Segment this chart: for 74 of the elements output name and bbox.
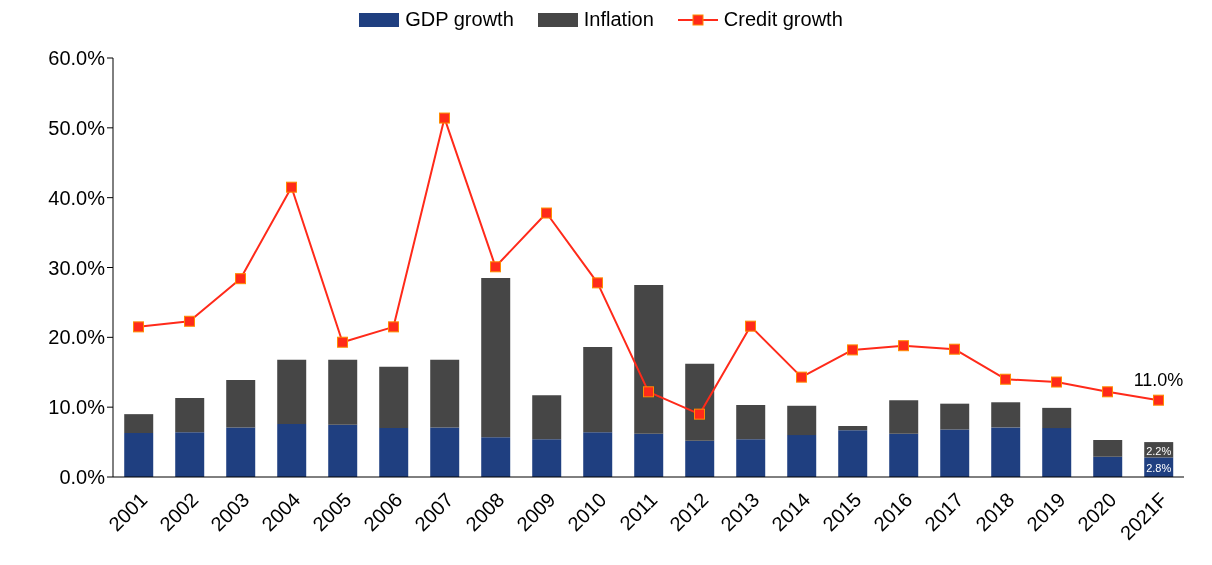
point	[337, 336, 348, 348]
y-tick-label: 60.0%	[48, 47, 106, 70]
point	[898, 340, 909, 352]
bar	[379, 428, 409, 477]
bar	[991, 427, 1021, 477]
bar	[1042, 428, 1072, 477]
data-label: 2.2%	[1146, 444, 1172, 457]
legend-label: Credit growth	[722, 8, 843, 31]
bar	[940, 403, 970, 430]
bar	[685, 440, 715, 477]
bar	[1093, 456, 1123, 477]
bar	[685, 363, 715, 441]
bar	[430, 359, 460, 428]
bar	[787, 435, 817, 477]
bar	[226, 427, 256, 477]
point	[592, 277, 603, 289]
bar	[634, 433, 664, 477]
point	[490, 261, 501, 273]
point	[541, 207, 552, 219]
bar	[736, 439, 766, 477]
y-tick-label: 30.0%	[48, 256, 106, 279]
y-tick-label: 10.0%	[48, 396, 106, 419]
bar	[940, 429, 970, 477]
bar	[481, 437, 511, 477]
bar	[226, 379, 256, 428]
bar	[583, 432, 613, 477]
legend-label: Inflation	[582, 8, 654, 31]
bar	[328, 359, 358, 425]
bar	[328, 424, 358, 477]
point	[388, 321, 399, 333]
legend-label: GDP growth	[404, 8, 514, 31]
bar	[124, 433, 154, 477]
point	[439, 112, 450, 124]
bar	[889, 400, 919, 434]
bar	[277, 359, 307, 424]
point	[847, 344, 858, 356]
y-tick-label: 50.0%	[48, 116, 106, 139]
point	[745, 320, 756, 332]
data-label: 11.0%	[1133, 370, 1184, 391]
point	[1051, 376, 1062, 388]
bar	[838, 426, 868, 431]
bar	[787, 405, 817, 436]
point	[133, 321, 144, 333]
bar	[277, 423, 307, 477]
bar	[736, 405, 766, 440]
point	[1000, 373, 1011, 385]
bar	[175, 432, 205, 477]
bar	[583, 347, 613, 433]
bar	[481, 277, 511, 438]
y-tick-label: 0.0%	[59, 466, 106, 489]
point	[949, 343, 960, 355]
data-label: 2.8%	[1146, 462, 1172, 475]
point	[235, 273, 246, 285]
bar	[379, 366, 409, 429]
point	[796, 371, 807, 383]
point	[643, 386, 654, 398]
y-tick-label: 40.0%	[48, 186, 106, 209]
bar	[430, 427, 460, 477]
bar	[175, 398, 205, 433]
bar	[838, 430, 868, 477]
bar	[1093, 439, 1123, 457]
bar	[1042, 407, 1072, 429]
bar	[532, 439, 562, 477]
y-tick-label: 20.0%	[48, 326, 106, 349]
bar	[889, 433, 919, 477]
point	[184, 315, 195, 327]
point	[1153, 394, 1164, 406]
bar	[124, 414, 154, 434]
bar	[991, 402, 1021, 428]
point	[286, 181, 297, 193]
point	[1102, 386, 1113, 398]
point	[694, 408, 705, 420]
bar	[532, 395, 562, 440]
bar	[634, 284, 664, 434]
